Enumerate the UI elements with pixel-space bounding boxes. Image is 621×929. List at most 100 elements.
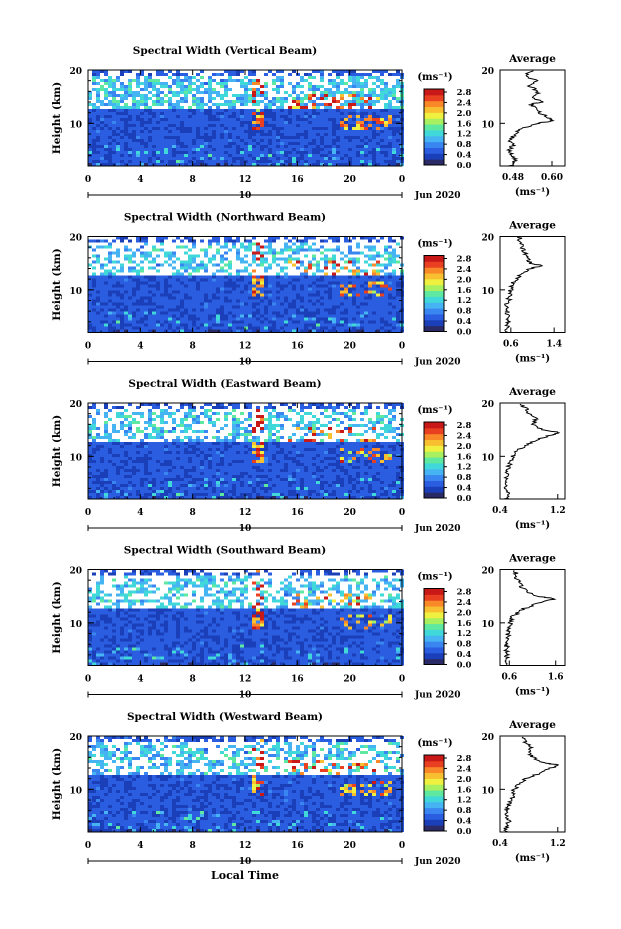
heatmap-cell: [152, 85, 156, 88]
heatmap-cell: [380, 88, 384, 91]
heatmap-cell: [168, 263, 172, 267]
heatmap-cell: [184, 76, 188, 79]
heatmap-cell: [112, 121, 116, 124]
heatmap-cell: [212, 118, 216, 121]
heatmap-cell: [92, 145, 96, 148]
heatmap-cell-missing: [388, 269, 392, 273]
heatmap-cell: [328, 154, 332, 157]
heatmap-cell-missing: [344, 79, 348, 82]
heatmap-cell: [108, 302, 112, 306]
heatmap-cell-missing: [296, 242, 300, 246]
heatmap-cell: [304, 115, 308, 118]
heatmap-cell: [172, 284, 176, 288]
heatmap-cell-missing: [160, 260, 164, 264]
heatmap-cell: [252, 154, 256, 157]
heatmap-cell: [280, 293, 284, 297]
heatmap-cell: [392, 127, 396, 130]
heatmap-cell: [308, 281, 312, 285]
heatmap-cell: [364, 272, 368, 276]
heatmap-cell: [196, 91, 200, 94]
heatmap-cell-missing: [392, 76, 396, 79]
heatmap-cell: [204, 302, 208, 306]
heatmap-cell-missing: [160, 269, 164, 273]
heatmap-cell: [228, 302, 232, 306]
heatmap-cell: [304, 242, 308, 246]
heatmap-cell: [148, 311, 152, 315]
heatmap-cell-missing: [204, 76, 208, 79]
heatmap-cell-missing: [392, 245, 396, 249]
heatmap-cell: [232, 305, 236, 309]
heatmap-cell: [300, 275, 304, 279]
heatmap-cell: [180, 260, 184, 264]
heatmap-cell: [252, 160, 256, 163]
heatmap-cell: [280, 157, 284, 160]
heatmap-cell-missing: [200, 251, 204, 255]
heatmap-cell: [208, 311, 212, 315]
heatmap-cell-missing: [328, 76, 332, 79]
heatmap-cell: [128, 287, 132, 291]
heatmap-cell: [196, 115, 200, 118]
heatmap-cell: [184, 154, 188, 157]
heatmap-cell-missing: [160, 76, 164, 79]
heatmap-cell: [364, 302, 368, 306]
heatmap-cell-missing: [160, 79, 164, 82]
heatmap-cell: [108, 254, 112, 258]
heatmap-cell: [132, 91, 136, 94]
heatmap-cell: [296, 121, 300, 124]
heatmap-cell: [132, 284, 136, 288]
heatmap-cell: [320, 130, 324, 133]
heatmap-cell: [168, 281, 172, 285]
heatmap-cell: [204, 145, 208, 148]
heatmap-cell: [332, 70, 336, 73]
heatmap-cell: [224, 242, 228, 246]
heatmap-cell: [216, 281, 220, 285]
heatmap-cell: [364, 296, 368, 300]
heatmap-cell: [200, 317, 204, 321]
heatmap-cell-missing: [224, 97, 228, 100]
heatmap-cell: [220, 254, 224, 258]
heatmap-cell-missing: [388, 70, 392, 73]
heatmap-cell: [164, 154, 168, 157]
heatmap-cell: [328, 82, 332, 85]
heatmap-cell-missing: [344, 94, 348, 97]
heatmap-cell: [128, 260, 132, 264]
heatmap-cell: [304, 269, 308, 273]
heatmap-cell: [96, 115, 100, 118]
heatmap-cell: [188, 124, 192, 127]
heatmap-cell: [132, 115, 136, 118]
heatmap-cell: [268, 112, 272, 115]
heatmap-cell: [288, 127, 292, 130]
heatmap-cell: [380, 278, 384, 282]
heatmap-cell: [252, 94, 256, 97]
heatmap-cell: [352, 157, 356, 160]
heatmap-cell: [288, 248, 292, 252]
heatmap-cell: [148, 308, 152, 312]
heatmap-cell: [128, 88, 132, 91]
heatmap-cell-missing: [104, 242, 108, 246]
heatmap-cell-missing: [208, 73, 212, 76]
heatmap-cell: [164, 124, 168, 127]
heatmap-cell: [368, 278, 372, 282]
heatmap-cell: [88, 275, 92, 279]
heatmap-cell-missing: [356, 263, 360, 267]
heatmap-cell: [88, 109, 92, 112]
heatmap-cell: [348, 145, 352, 148]
heatmap-cell: [192, 112, 196, 115]
heatmap-cell: [368, 88, 372, 91]
heatmap-cell: [380, 109, 384, 112]
heatmap-cell: [216, 269, 220, 273]
heatmap-cell: [240, 278, 244, 282]
heatmap-cell: [200, 145, 204, 148]
heatmap-cell: [220, 305, 224, 309]
heatmap-cell: [356, 139, 360, 142]
heatmap-cell: [124, 91, 128, 94]
heatmap-cell: [164, 254, 168, 258]
heatmap-cell: [156, 281, 160, 285]
heatmap-cell: [156, 124, 160, 127]
heatmap-cell: [144, 299, 148, 303]
average-x-tick-label: 0.60: [541, 173, 563, 183]
heatmap-cell: [336, 311, 340, 315]
heatmap-cell: [148, 266, 152, 270]
heatmap-cell: [284, 157, 288, 160]
heatmap-cell: [216, 133, 220, 136]
